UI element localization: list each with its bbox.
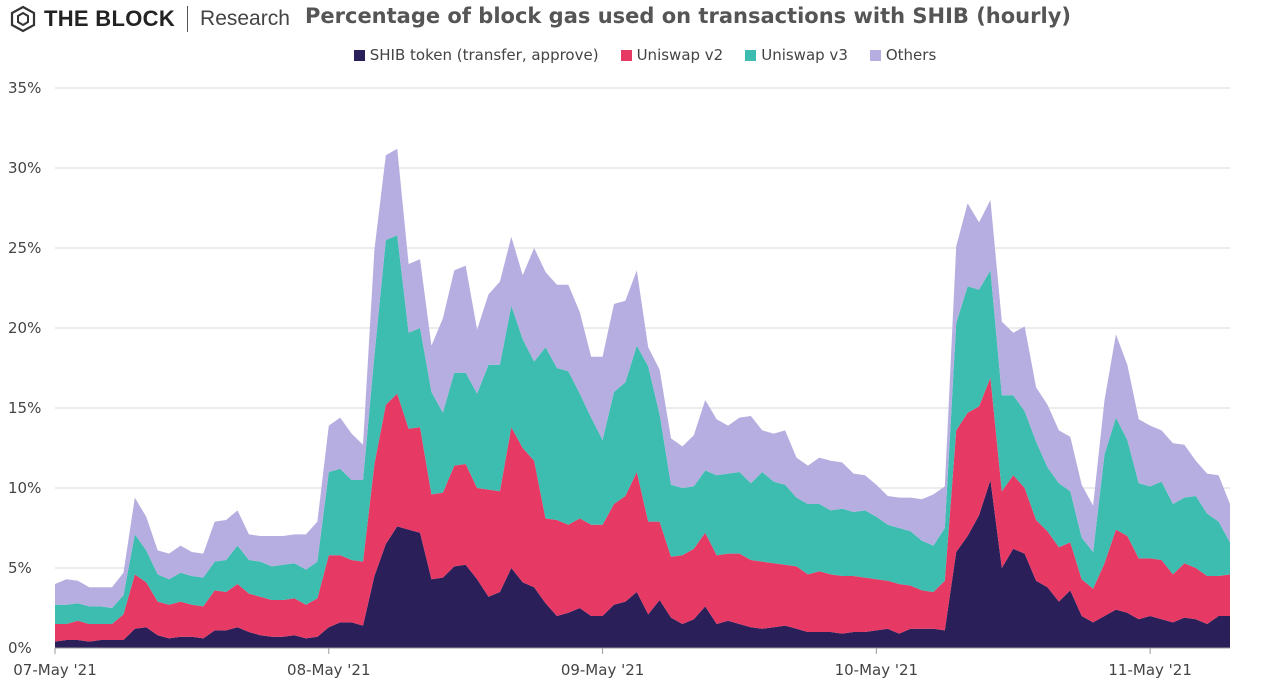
legend-item: SHIB token (transfer, approve) — [353, 46, 599, 64]
brand-divider — [187, 6, 189, 32]
x-tick-label: 09-May '21 — [561, 661, 645, 679]
area-series-1 — [55, 377, 1230, 642]
y-tick-label: 30% — [8, 159, 41, 177]
y-tick-label: 35% — [8, 79, 41, 97]
x-tick-label: 08-May '21 — [287, 661, 371, 679]
legend-item: Uniswap v3 — [745, 46, 848, 64]
area-series-3 — [55, 148, 1230, 609]
legend-label: Uniswap v2 — [636, 46, 724, 64]
brand-name: THE BLOCK — [44, 6, 176, 31]
legend-swatch — [353, 49, 365, 61]
block-cube-icon — [10, 5, 36, 33]
area-series-0 — [55, 480, 1230, 648]
legend-swatch — [620, 49, 632, 61]
x-tick-label: 07-May '21 — [13, 661, 97, 679]
y-tick-label: 0% — [8, 639, 32, 657]
x-tick-label: 10-May '21 — [835, 661, 919, 679]
legend-item: Uniswap v2 — [620, 46, 724, 64]
legend-label: SHIB token (transfer, approve) — [369, 46, 599, 64]
legend-label: Others — [885, 46, 937, 64]
y-tick-label: 25% — [8, 239, 41, 257]
chart-title: Percentage of block gas used on transact… — [305, 4, 1071, 28]
x-tick-label: 11-May '21 — [1108, 661, 1192, 679]
y-tick-label: 20% — [8, 319, 41, 337]
legend-label: Uniswap v3 — [761, 46, 848, 64]
area-series-2 — [55, 235, 1230, 624]
brand: THE BLOCK Research — [10, 4, 290, 34]
y-tick-label: 5% — [8, 559, 32, 577]
chart-legend: SHIB token (transfer, approve) Uniswap v2… — [0, 46, 1280, 64]
brand-sub: Research — [200, 7, 290, 30]
legend-swatch — [869, 49, 881, 61]
legend-item: Others — [869, 46, 937, 64]
legend-swatch — [745, 49, 757, 61]
y-tick-label: 10% — [8, 479, 41, 497]
y-tick-label: 15% — [8, 399, 41, 417]
